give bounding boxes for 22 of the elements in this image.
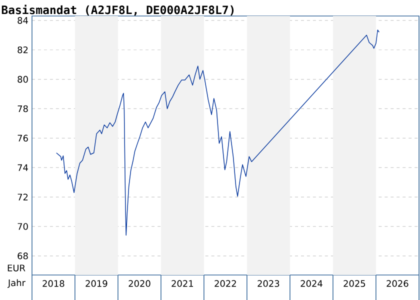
x-tick-label: 2025 <box>344 280 366 287</box>
y-tick-label: 74 <box>18 164 28 171</box>
x-tick-label: 2026 <box>386 280 408 287</box>
x-tick-label: 2018 <box>42 280 64 287</box>
chart-title: Basismandat (A2JF8L, DE000A2JF8L7) <box>2 4 234 16</box>
y-tick-label: 76 <box>18 134 28 142</box>
x-tick-label: 2020 <box>128 280 150 287</box>
x-tick-label: 2022 <box>214 280 236 287</box>
y-tick-label: 72 <box>18 194 28 200</box>
x-tick-label: 2024 <box>300 280 322 287</box>
x-axis-title: Jahr <box>8 279 26 288</box>
y-tick-label: 68 <box>18 252 28 260</box>
x-tick-label: 2023 <box>258 280 280 287</box>
x-tick-label: 2019 <box>86 280 108 287</box>
y-axis-title: EUR <box>8 264 26 272</box>
y-tick-label: 80 <box>18 76 28 83</box>
y-tick-label: 82 <box>18 46 28 54</box>
line-series <box>56 30 380 236</box>
x-tick-label: 2021 <box>172 280 194 287</box>
y-tick-label: 70 <box>18 223 28 230</box>
y-tick-label: 78 <box>18 105 28 112</box>
y-tick-label: 84 <box>18 17 28 24</box>
